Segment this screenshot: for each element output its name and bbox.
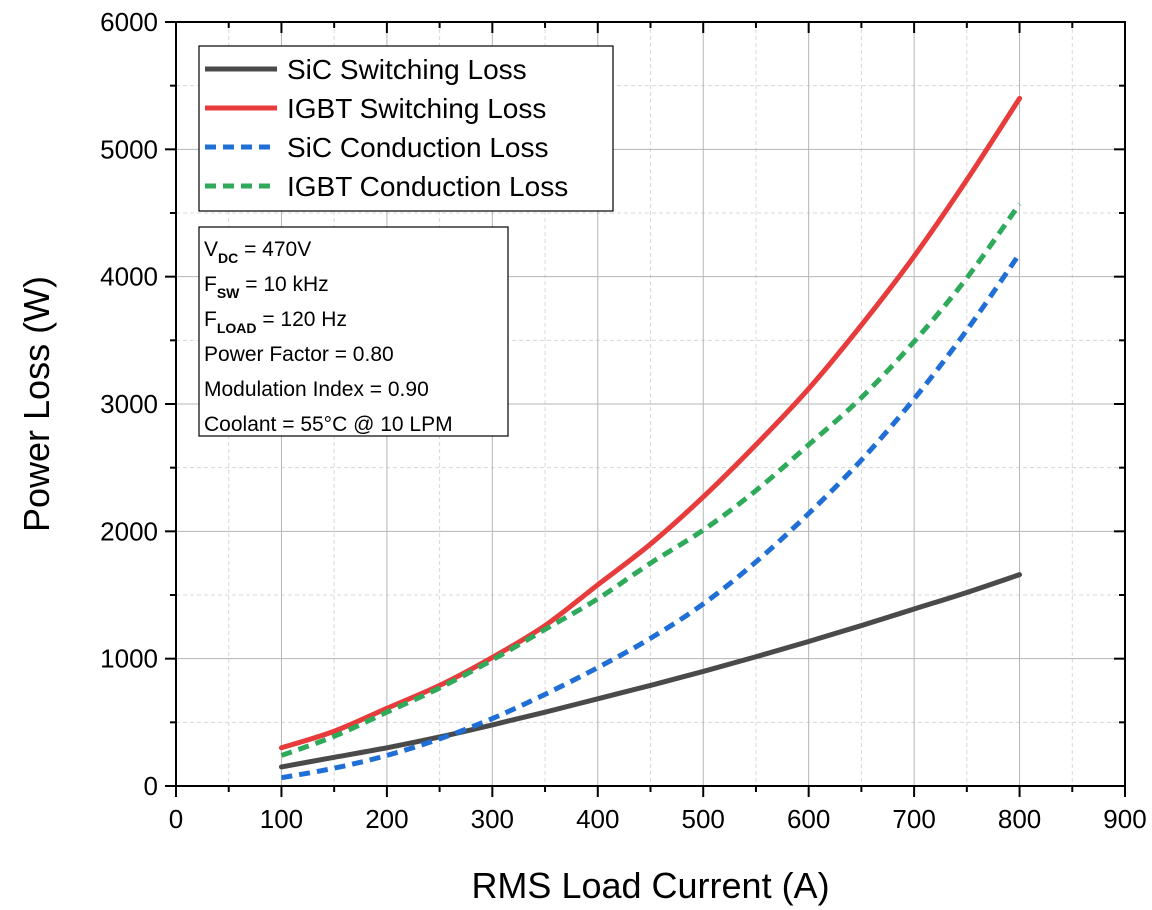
y-tick-label: 5000	[100, 134, 158, 164]
x-tick-label: 900	[1103, 804, 1146, 834]
annotation-line: Modulation Index = 0.90	[204, 378, 429, 401]
legend-label-igbt-switching-loss: IGBT Switching Loss	[287, 93, 546, 124]
annotation-line: FSW = 10 kHz	[204, 273, 329, 301]
x-tick-label: 400	[576, 804, 619, 834]
annotation-box	[198, 226, 509, 437]
x-tick-label: 0	[169, 804, 183, 834]
annotation-text: Power Factor = 0.80	[204, 343, 394, 366]
y-tick-label: 0	[144, 771, 158, 801]
axis-ticks	[165, 21, 1126, 797]
x-tick-label: 100	[260, 804, 303, 834]
x-axis-label: RMS Load Current (A)	[471, 865, 829, 906]
x-axis-tick-labels: 0 100 200 300 400 500 600 700 800 900	[169, 804, 1147, 834]
x-tick-label: 300	[471, 804, 514, 834]
annotation-line: VDC = 470V	[204, 238, 311, 266]
annotation-text: Coolant = 55°C @ 10 LPM	[204, 413, 453, 436]
legend-label-sic-conduction-loss: SiC Conduction Loss	[287, 132, 548, 163]
x-tick-label: 500	[682, 804, 725, 834]
x-tick-label: 200	[365, 804, 408, 834]
annotation-value: = 10 kHz	[239, 273, 328, 296]
annotation-text: Modulation Index = 0.90	[204, 378, 429, 401]
y-tick-label: 3000	[100, 389, 158, 419]
annotation-line: Power Factor = 0.80	[204, 343, 394, 366]
y-tick-label: 4000	[100, 262, 158, 292]
legend: SiC Switching Loss IGBT Switching Loss SiC…	[198, 45, 614, 212]
x-tick-label: 800	[998, 804, 1041, 834]
annotation-line: FLOAD = 120 Hz	[204, 308, 347, 336]
annotation-line: Coolant = 55°C @ 10 LPM	[204, 413, 453, 436]
series-line-igbt-switching-loss	[278, 95, 1023, 751]
y-tick-label: 1000	[100, 644, 158, 674]
annotation-text: F	[204, 308, 217, 331]
x-tick-label: 600	[787, 804, 830, 834]
legend-label-igbt-conduction-loss: IGBT Conduction Loss	[287, 171, 568, 202]
annotation-value: = 470V	[238, 238, 311, 261]
y-tick-label: 6000	[100, 7, 158, 37]
annotation-text: V	[204, 238, 218, 261]
annotation-subscript: LOAD	[217, 320, 257, 336]
series-line-igbt-conduction-loss	[280, 202, 1022, 758]
series-line-sic-conduction-loss	[280, 252, 1022, 781]
annotation-subscript: DC	[218, 250, 238, 266]
annotation-value: = 120 Hz	[257, 308, 347, 331]
x-tick-label: 700	[892, 804, 935, 834]
annotation-text: F	[204, 273, 217, 296]
series-line-sic-switching-loss	[278, 572, 1023, 770]
y-axis-tick-labels: 0 1000 2000 3000 4000 5000 6000	[100, 7, 158, 801]
legend-label-sic-switching-loss: SiC Switching Loss	[287, 54, 527, 85]
y-axis-label: Power Loss (W)	[16, 276, 57, 532]
annotation-subscript: SW	[217, 285, 240, 301]
series-layer	[278, 95, 1023, 781]
y-tick-label: 2000	[100, 516, 158, 546]
